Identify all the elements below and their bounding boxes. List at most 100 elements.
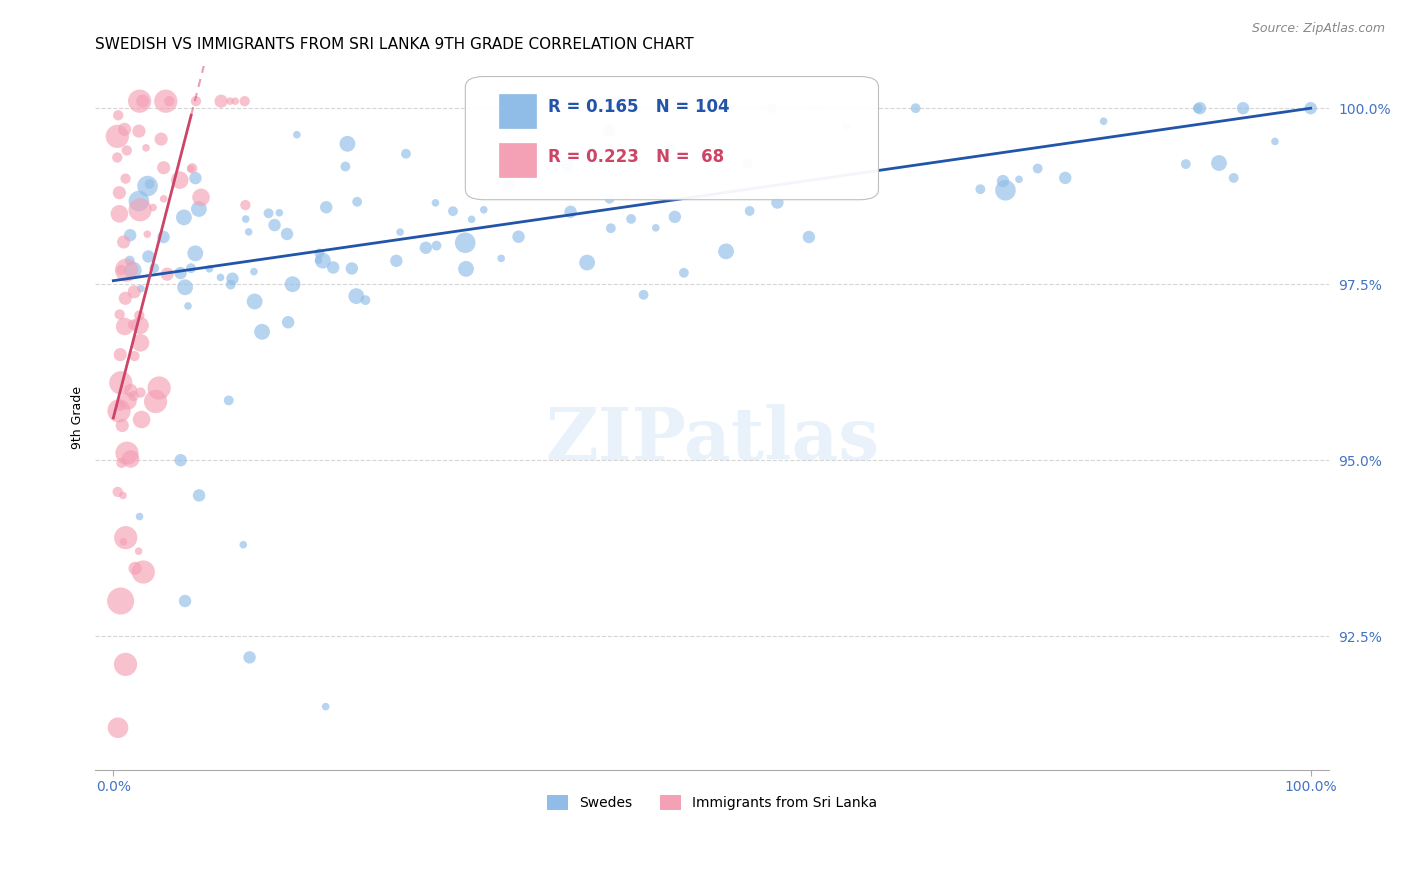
Point <box>576 255 599 269</box>
Point <box>132 565 155 579</box>
Point <box>1188 101 1211 115</box>
Point <box>312 253 335 268</box>
Point <box>121 263 143 277</box>
Point <box>238 225 260 239</box>
Point <box>107 108 129 122</box>
Point <box>131 94 153 108</box>
Point <box>142 201 165 215</box>
Point <box>124 349 146 363</box>
Point <box>111 488 134 502</box>
Point <box>1008 172 1031 186</box>
Point <box>761 101 783 115</box>
Point <box>1187 101 1209 115</box>
FancyBboxPatch shape <box>465 77 879 200</box>
Point <box>257 206 280 220</box>
Point <box>308 253 330 268</box>
Point <box>969 182 991 196</box>
Point <box>498 178 520 193</box>
Point <box>235 212 257 227</box>
Point <box>117 394 139 409</box>
Point <box>128 309 150 323</box>
Point <box>120 451 142 466</box>
Point <box>738 204 761 219</box>
Point <box>672 266 695 280</box>
Point <box>152 192 174 206</box>
Point <box>441 204 464 219</box>
Point <box>110 456 132 470</box>
Point <box>124 561 146 575</box>
Bar <box>499 95 536 128</box>
Point <box>221 271 243 285</box>
Point <box>138 250 160 264</box>
Point <box>235 198 257 212</box>
Point <box>115 446 138 460</box>
Point <box>508 229 530 244</box>
Point <box>766 195 789 210</box>
Point <box>114 531 136 545</box>
Point <box>138 177 160 191</box>
Point <box>150 132 173 146</box>
Point <box>114 122 136 136</box>
Point <box>118 253 141 268</box>
Point <box>108 308 131 322</box>
Point <box>346 194 368 209</box>
Point <box>460 212 482 227</box>
Point <box>1054 170 1077 185</box>
Point <box>991 174 1014 188</box>
Point <box>1092 114 1115 128</box>
Point <box>714 244 737 259</box>
Point <box>170 453 193 467</box>
Point <box>243 294 266 309</box>
Point <box>644 220 666 235</box>
Point <box>114 319 136 334</box>
Point <box>156 267 179 281</box>
Point <box>425 195 447 210</box>
Text: R = 0.223   N =  68: R = 0.223 N = 68 <box>548 148 724 167</box>
Point <box>209 94 232 108</box>
Point <box>174 594 197 608</box>
Point <box>472 202 495 217</box>
Point <box>112 235 135 249</box>
Point <box>155 94 177 108</box>
Text: SWEDISH VS IMMIGRANTS FROM SRI LANKA 9TH GRADE CORRELATION CHART: SWEDISH VS IMMIGRANTS FROM SRI LANKA 9TH… <box>96 37 695 53</box>
Point <box>904 101 927 115</box>
Point <box>489 252 512 266</box>
Point <box>128 544 150 558</box>
Point <box>115 263 138 277</box>
Text: ZIPatlas: ZIPatlas <box>546 403 879 475</box>
Text: R = 0.165   N = 104: R = 0.165 N = 104 <box>548 98 730 116</box>
Point <box>336 136 359 151</box>
Point <box>354 293 377 307</box>
Point <box>598 123 620 137</box>
Point <box>385 253 408 268</box>
Point <box>269 206 291 220</box>
Point <box>233 94 256 108</box>
Point <box>285 128 308 142</box>
Point <box>129 318 152 333</box>
Point <box>1174 157 1197 171</box>
Point <box>560 204 582 219</box>
Point <box>169 173 191 187</box>
Point <box>198 261 221 276</box>
Point <box>131 412 153 426</box>
Point <box>114 171 136 186</box>
Point <box>143 261 166 276</box>
Y-axis label: 9th Grade: 9th Grade <box>72 386 84 450</box>
Point <box>135 141 157 155</box>
Point <box>136 179 159 194</box>
Point <box>174 280 197 294</box>
Point <box>188 488 211 502</box>
Point <box>335 160 357 174</box>
Point <box>136 227 159 242</box>
Point <box>114 291 136 305</box>
Point <box>633 287 655 301</box>
Point <box>315 200 337 214</box>
Point <box>395 146 418 161</box>
Point <box>184 171 207 186</box>
Point <box>129 282 152 296</box>
Point <box>1264 135 1286 149</box>
Point <box>659 140 682 154</box>
Point <box>281 277 304 292</box>
Point <box>128 509 150 524</box>
Point <box>122 318 145 332</box>
